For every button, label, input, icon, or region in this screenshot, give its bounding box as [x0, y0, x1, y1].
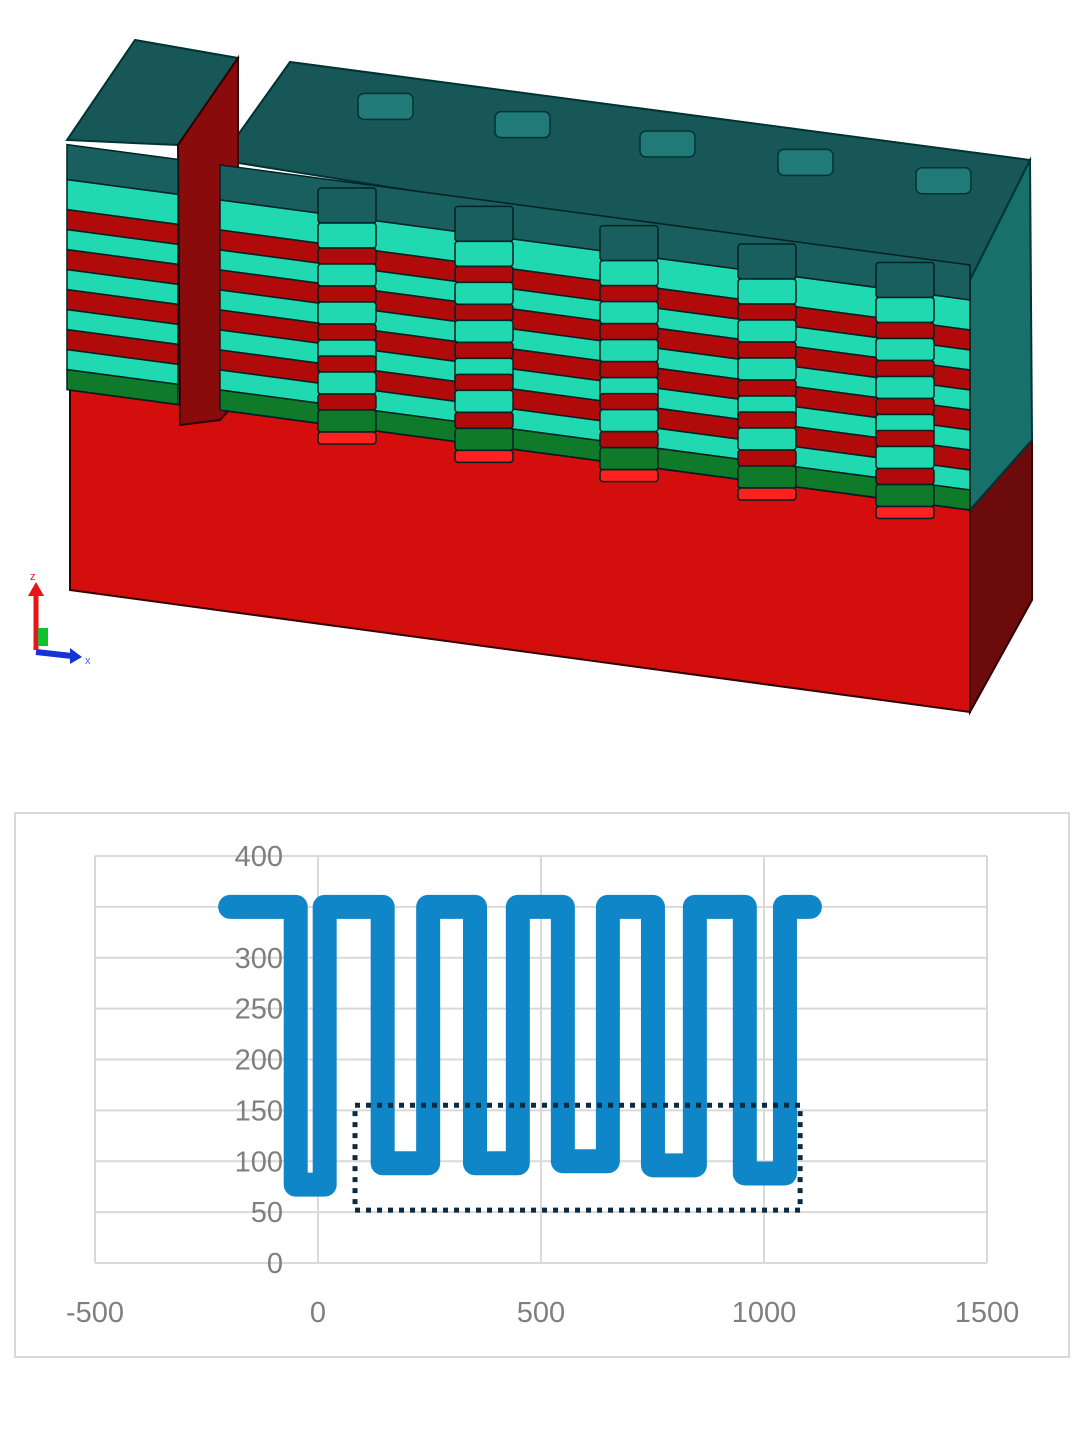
trench-layer: [875, 397, 935, 416]
trench-layer: [454, 265, 514, 284]
x-tick-label: 1000: [732, 1297, 797, 1329]
trench-layer: [737, 319, 797, 343]
trench-layer: [599, 259, 659, 287]
axis-x-label: x: [85, 655, 91, 667]
trench-layer: [317, 409, 377, 433]
trench-layer: [737, 449, 797, 467]
trench-layer: [875, 429, 935, 448]
trench-layer: [317, 222, 377, 249]
trench-layer: [454, 240, 514, 268]
trench-layer: [599, 338, 659, 363]
trench-layer: [599, 322, 659, 341]
y-tick-label: 150: [235, 1095, 283, 1127]
trench-layer: [317, 371, 377, 395]
y-tick-label: 250: [235, 994, 283, 1026]
trench-layer: [317, 247, 377, 265]
trench-layer: [737, 465, 797, 489]
trench-layer: [875, 359, 935, 378]
axis-z-label: z: [30, 571, 36, 583]
x-tick-label: 1500: [955, 1297, 1020, 1329]
trench-layer: [454, 427, 514, 452]
trench-layer: [599, 430, 659, 449]
trench-layer: [317, 263, 377, 287]
trench-layer: [599, 224, 659, 262]
contact-hole: [639, 130, 696, 158]
trench-layer: [875, 321, 935, 340]
trench-layer: [454, 319, 514, 344]
trench-layer: [875, 505, 935, 520]
y-tick-label: 300: [235, 943, 283, 975]
stack-layer: [66, 368, 179, 406]
trench-layer: [599, 284, 659, 303]
trench-layer: [875, 296, 935, 324]
trench-layer: [317, 323, 377, 341]
y-tick-label: 0: [267, 1248, 283, 1280]
device-3d-model: z x: [28, 38, 1034, 716]
dotted-annotation-box: [352, 1102, 803, 1213]
trench-layer: [737, 411, 797, 429]
contact-hole: [357, 92, 414, 121]
contact-hole: [777, 148, 834, 177]
x-tick-label: -500: [66, 1297, 124, 1329]
trench-layer: [599, 360, 659, 379]
trench-layer: [737, 341, 797, 359]
trench-layer: [737, 303, 797, 321]
trench-layer: [875, 483, 935, 508]
contact-hole: [494, 110, 551, 139]
trench-layer: [599, 468, 659, 483]
x-tick-label: 500: [517, 1297, 565, 1329]
trench-layer: [875, 467, 935, 486]
trench-layer: [737, 278, 797, 305]
trench-layer: [599, 300, 659, 325]
trench-layer: [454, 373, 514, 392]
trench-layer: [317, 285, 377, 303]
trench-layer: [454, 205, 514, 243]
y-tick-label: 50: [251, 1197, 283, 1229]
chart-frame: [14, 812, 1070, 1358]
trench-layer: [737, 243, 797, 280]
trench-layer: [454, 389, 514, 414]
trench-layer: [317, 431, 377, 445]
trench-layer: [875, 375, 935, 400]
trench-layer: [737, 379, 797, 397]
trench-layer: [599, 392, 659, 411]
trench-layer: [737, 487, 797, 501]
x-tick-label: 0: [310, 1297, 326, 1329]
trench-layer: [454, 449, 514, 464]
trench-layer: [875, 337, 935, 362]
trench-layer: [875, 445, 935, 470]
series-line: [218, 894, 822, 1197]
y-tick-label: 100: [235, 1146, 283, 1178]
trench-layer: [599, 446, 659, 471]
trench-layer: [737, 427, 797, 451]
trench-layer: [317, 187, 377, 224]
y-tick-label: 400: [235, 841, 283, 873]
trench-layer: [317, 355, 377, 373]
trench-layer: [454, 303, 514, 322]
trench-layer: [454, 411, 514, 430]
trench-layer: [317, 301, 377, 325]
trench-layer: [599, 408, 659, 433]
trench-layer: [875, 261, 935, 299]
y-tick-label: 200: [235, 1045, 283, 1077]
trench-layer: [454, 341, 514, 360]
contact-hole: [915, 167, 972, 195]
trench-layer: [317, 393, 377, 411]
axis-triad-icon: z x: [28, 571, 91, 667]
trench-layer: [737, 357, 797, 381]
trench-layer: [454, 281, 514, 306]
